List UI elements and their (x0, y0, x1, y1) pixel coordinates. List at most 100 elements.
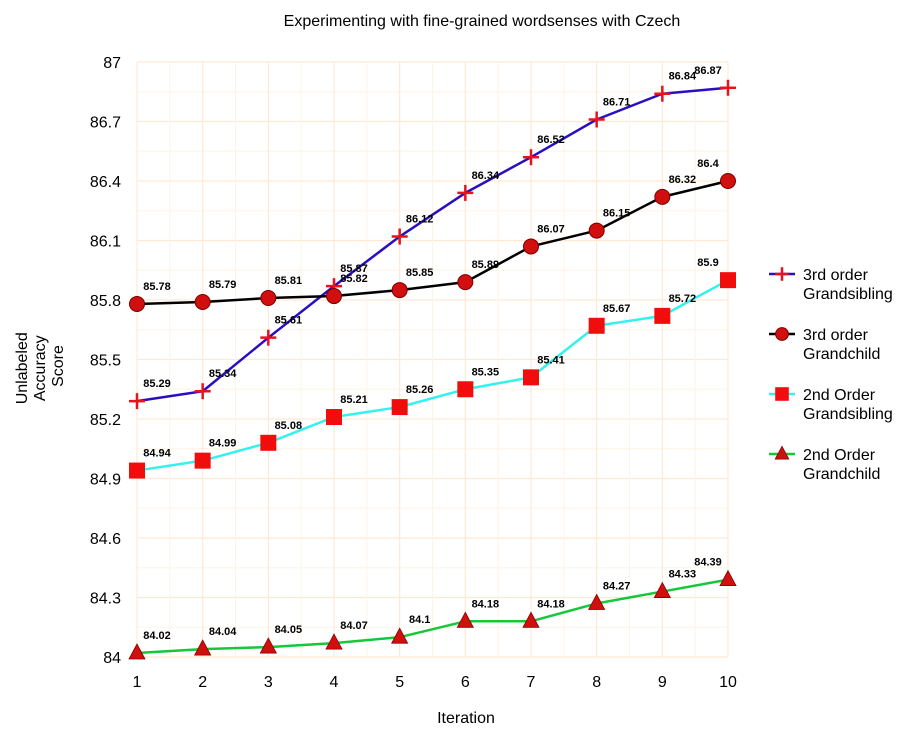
legend-entry-0: 3rd order Grandsibling (769, 267, 893, 303)
x-tick-label: 4 (330, 674, 339, 691)
data-label: 85.08 (275, 420, 303, 432)
y-tick-label: 86.1 (90, 234, 121, 251)
y-tick-label: 85.2 (90, 412, 121, 429)
data-label: 84.02 (143, 630, 171, 642)
data-label: 84.94 (143, 448, 171, 460)
y-tick-label: 84 (103, 650, 121, 667)
marker-square (457, 381, 474, 398)
series-line (136, 86, 729, 403)
series-line (136, 179, 729, 306)
marker-square (326, 409, 342, 426)
data-label: 86.32 (669, 174, 697, 186)
marker-cross (654, 85, 671, 102)
marker-square (775, 387, 789, 401)
data-label: 84.99 (209, 438, 237, 450)
series-line (136, 279, 729, 472)
data-label: 86.87 (694, 65, 722, 77)
y-tick-label: 84.3 (90, 591, 121, 608)
y-tick-label: 87 (103, 55, 121, 72)
data-label: 86.34 (472, 170, 500, 182)
series-line (136, 578, 729, 655)
marker-cross (775, 267, 789, 281)
y-tick-label: 84.6 (90, 531, 121, 548)
marker-triangle (774, 445, 790, 460)
x-tick-label: 1 (133, 674, 142, 691)
marker-triangle (653, 581, 671, 598)
marker-square (391, 399, 408, 416)
data-label: 84.27 (603, 580, 631, 592)
marker-circle (326, 288, 342, 305)
y-axis-label-line-2: Accuracy (32, 335, 49, 401)
data-label: 85.72 (669, 293, 697, 305)
data-label: 85.85 (406, 267, 434, 279)
marker-cross (523, 149, 539, 166)
data-label: 86.52 (537, 134, 565, 146)
marker-square (588, 317, 605, 334)
data-label: 84.07 (340, 620, 368, 632)
legend-label: 2nd Order Grandsibling (803, 387, 893, 423)
chart-title: Experimenting with fine-grained wordsens… (284, 13, 681, 30)
marker-square (720, 272, 736, 289)
series-3 (128, 569, 737, 660)
x-axis-label: Iteration (437, 710, 495, 727)
marker-triangle (522, 611, 540, 628)
data-label: 85.41 (537, 354, 565, 366)
y-axis-ticks: 84 84.3 84.6 84.9 85.2 85.5 85.8 86.1 86.4 86.7 87 (90, 55, 121, 667)
marker-square (654, 307, 671, 324)
legend-entry-1: 3rd order Grandchild (769, 327, 880, 363)
data-label: 85.61 (275, 315, 303, 327)
data-label: 85.34 (209, 368, 237, 380)
data-label: 86.84 (669, 71, 697, 83)
x-tick-label: 9 (658, 674, 667, 691)
y-tick-label: 84.9 (90, 472, 121, 489)
series-0 (129, 79, 736, 410)
x-tick-label: 5 (395, 674, 404, 691)
marker-square (129, 462, 145, 479)
data-label: 85.29 (143, 378, 171, 390)
data-label: 86.07 (537, 223, 565, 235)
marker-circle (194, 293, 211, 310)
marker-cross (129, 393, 145, 410)
data-label: 84.05 (275, 624, 303, 636)
marker-triangle (390, 627, 409, 644)
marker-cross (194, 383, 211, 400)
x-tick-label: 7 (527, 674, 536, 691)
data-label: 85.89 (472, 259, 500, 271)
data-label: 86.71 (603, 97, 631, 109)
series-2 (129, 272, 736, 479)
data-label: 85.81 (275, 275, 303, 287)
data-label: 85.87 (340, 263, 368, 275)
series-group (128, 79, 737, 660)
legend-label: 3rd order Grandchild (803, 327, 880, 363)
x-tick-label: 3 (264, 674, 273, 691)
marker-square (194, 452, 211, 469)
marker-cross (457, 184, 474, 201)
marker-square (523, 369, 539, 386)
legend-label: 3rd order Grandsibling (803, 267, 893, 303)
data-label: 85.82 (340, 273, 368, 285)
marker-circle (260, 290, 277, 307)
marker-triangle (194, 639, 212, 656)
y-axis-label: Unlabeled Accuracy Score (14, 328, 67, 405)
data-label: 84.39 (694, 557, 722, 569)
marker-circle (129, 295, 145, 312)
series-1 (129, 173, 736, 312)
legend-entry-3: 2nd Order Grandchild (769, 445, 880, 483)
y-axis-label-line-1: Unlabeled (14, 332, 31, 404)
marker-circle (775, 327, 789, 341)
data-label: 85.78 (143, 281, 171, 293)
marker-triangle (719, 569, 737, 587)
legend-label: 2nd Order Grandchild (803, 447, 880, 483)
data-label: 85.21 (340, 394, 368, 406)
data-label: 84.04 (209, 626, 237, 638)
y-tick-label: 86.4 (90, 174, 121, 191)
marker-triangle (588, 593, 606, 610)
x-tick-label: 10 (719, 674, 737, 691)
data-label: 85.26 (406, 384, 434, 396)
marker-circle (654, 188, 671, 205)
marker-circle (523, 238, 539, 255)
legend-entry-2: 2nd Order Grandsibling (769, 387, 893, 423)
data-label: 84.1 (409, 614, 430, 626)
y-tick-label: 85.5 (90, 353, 121, 370)
data-label: 86.15 (603, 208, 631, 220)
